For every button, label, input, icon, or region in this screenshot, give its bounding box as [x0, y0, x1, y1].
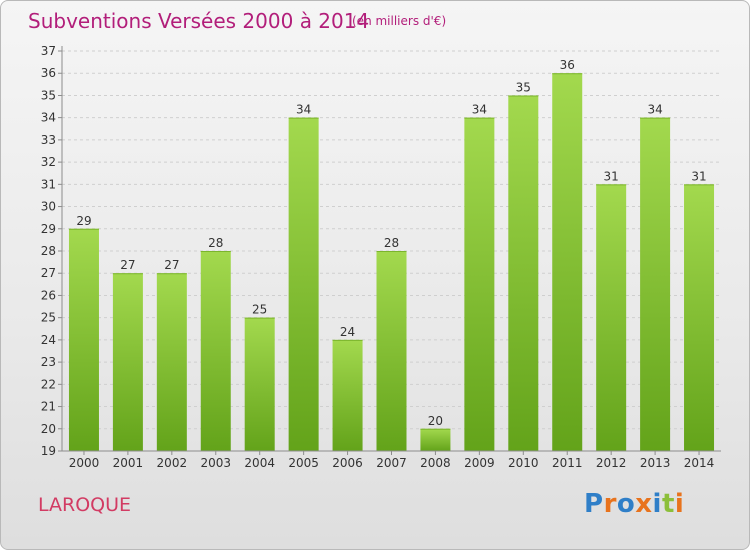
x-tick-label: 2003	[200, 456, 231, 470]
data-label: 28	[208, 236, 223, 250]
y-tick-label: 21	[41, 400, 56, 414]
logo-letter: x	[635, 489, 653, 519]
y-tick-label: 24	[41, 333, 56, 347]
logo-letter: r	[603, 489, 617, 519]
bar	[508, 95, 539, 451]
data-label: 24	[340, 325, 355, 339]
x-tick-label: 2002	[157, 456, 188, 470]
logo-letter: i	[652, 489, 662, 519]
commune-name: LAROQUE	[38, 494, 132, 516]
y-tick-label: 27	[41, 266, 56, 280]
x-tick-label: 2006	[332, 456, 363, 470]
data-label: 34	[296, 103, 311, 117]
y-tick-label: 25	[41, 311, 56, 325]
x-tick-label: 2013	[640, 456, 671, 470]
x-tick-label: 2009	[464, 456, 495, 470]
x-tick-label: 2001	[113, 456, 144, 470]
x-tick-label: 2012	[596, 456, 627, 470]
data-label: 34	[472, 103, 487, 117]
bar	[376, 251, 407, 451]
bar	[420, 428, 451, 451]
data-label: 20	[428, 414, 443, 428]
unit-label: (en milliers d'€)	[352, 14, 447, 28]
y-tick-label: 26	[41, 288, 56, 302]
x-tick-label: 2005	[288, 456, 319, 470]
proxiti-logo: Proxiti	[584, 489, 684, 519]
y-tick-label: 23	[41, 355, 56, 369]
x-tick-label: 2000	[69, 456, 100, 470]
data-label: 35	[516, 80, 531, 94]
y-tick-label: 28	[41, 244, 56, 258]
logo-letter: t	[661, 489, 675, 519]
bar	[244, 317, 275, 451]
x-tick-label: 2007	[376, 456, 407, 470]
data-label: 31	[604, 169, 619, 183]
logo-letter: o	[616, 489, 636, 519]
y-tick-label: 34	[41, 111, 56, 125]
data-label: 31	[691, 169, 706, 183]
x-tick-label: 2004	[244, 456, 275, 470]
y-tick-label: 32	[41, 155, 56, 169]
y-tick-label: 36	[41, 66, 56, 80]
data-label: 27	[120, 258, 135, 272]
x-tick-label: 2011	[552, 456, 583, 470]
y-tick-label: 29	[41, 222, 56, 236]
y-tick-label: 20	[41, 422, 56, 436]
x-tick-label: 2014	[684, 456, 715, 470]
bar	[200, 251, 231, 451]
y-tick-label: 22	[41, 377, 56, 391]
bars	[68, 73, 715, 452]
data-label: 28	[384, 236, 399, 250]
chart-title: Subventions Versées 2000 à 2014	[28, 9, 370, 33]
data-label: 34	[647, 103, 662, 117]
y-axis-ticks: 19 20 21 22 23 24 25 26 27 28 29 30 31 32 33 34 35 36 37	[41, 44, 62, 458]
y-tick-label: 35	[41, 88, 56, 102]
bar	[552, 73, 583, 451]
logo-letter: P	[584, 489, 604, 519]
data-labels: 29 27 27 28 25 34 24 28 20 34 35 36 31 34 31	[76, 58, 706, 428]
x-tick-label: 2010	[508, 456, 539, 470]
bar	[640, 117, 671, 452]
bar	[288, 117, 319, 452]
data-label: 27	[164, 258, 179, 272]
data-label: 29	[76, 214, 91, 228]
y-tick-label: 31	[41, 177, 56, 191]
data-label: 36	[560, 58, 575, 72]
logo-letter: i	[674, 489, 685, 519]
y-tick-label: 19	[41, 444, 56, 458]
x-tick-label: 2008	[420, 456, 451, 470]
axes	[61, 46, 721, 452]
bar	[332, 339, 363, 451]
x-axis-ticks: 2000 2001 2002 2003 2004 2005 2006 2007 2008 2009…	[69, 451, 715, 470]
bar	[156, 273, 187, 451]
bar	[684, 184, 715, 452]
bar	[464, 117, 495, 452]
bar	[596, 184, 627, 452]
y-tick-label: 37	[41, 44, 56, 58]
bar	[112, 273, 143, 451]
data-label: 25	[252, 303, 267, 317]
y-tick-label: 30	[41, 200, 56, 214]
y-tick-label: 33	[41, 133, 56, 147]
bar	[68, 228, 99, 451]
